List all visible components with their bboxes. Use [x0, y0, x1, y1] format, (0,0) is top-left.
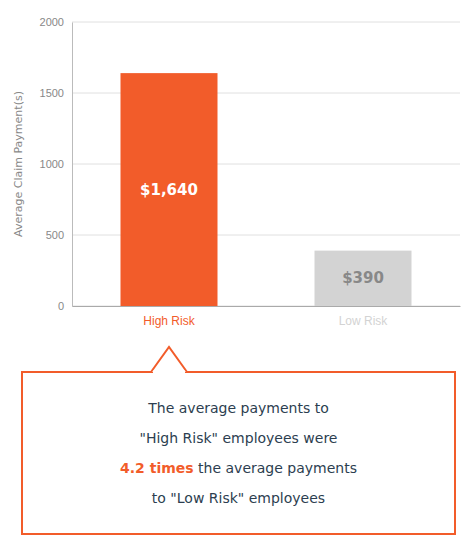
- annotation-line: to "Low Risk" employees: [152, 490, 325, 506]
- data-label: $390: [342, 269, 384, 287]
- annotation: The average payments to "High Risk" emplo…: [22, 347, 455, 534]
- x-axis: High Risk Low Risk: [73, 306, 461, 328]
- y-tick: 1500: [40, 87, 72, 99]
- x-tick: Low Risk: [339, 306, 389, 328]
- chart-container: $1,640 $390 0 500 1000 1500 2000 High Risk Low R…: [0, 0, 476, 547]
- annotation-span: 4.2 times: [120, 460, 194, 476]
- annotation-box: [22, 372, 455, 534]
- y-tick: 0: [58, 300, 72, 312]
- plot-area: $1,640 $390 0 500 1000 1500 2000 High Risk Low R…: [40, 16, 461, 328]
- x-tick-label: Low Risk: [339, 314, 389, 328]
- y-tick: 500: [46, 229, 72, 241]
- annotation-span: the average payments: [194, 460, 357, 476]
- y-tick-label: 1500: [40, 87, 64, 99]
- bar: [315, 251, 412, 306]
- grid: [72, 22, 460, 306]
- y-axis-line: [72, 23, 73, 307]
- data-label: $1,640: [140, 181, 198, 199]
- y-tick-label: 2000: [40, 16, 64, 28]
- y-tick-label: 0: [58, 300, 64, 312]
- data-labels: $1,640 $390: [140, 181, 384, 288]
- y-tick: 2000: [40, 16, 72, 28]
- bar: [121, 73, 218, 306]
- y-tick: 1000: [40, 158, 72, 170]
- x-tick: High Risk: [143, 306, 195, 328]
- annotation-pointer-gap: [153, 371, 185, 374]
- annotation-line: The average payments to: [147, 400, 328, 416]
- annotation-pointer: [151, 347, 187, 372]
- annotation-line: "High Risk" employees were: [140, 430, 338, 446]
- annotation-line: 4.2 times the average payments: [120, 460, 357, 476]
- y-tick-label: 1000: [40, 158, 64, 170]
- bars: [121, 73, 412, 306]
- x-tick-label: High Risk: [143, 314, 195, 328]
- y-axis: 0 500 1000 1500 2000: [40, 16, 73, 312]
- chart-svg: $1,640 $390 0 500 1000 1500 2000 High Risk Low R…: [0, 0, 476, 547]
- grid-line: [72, 22, 460, 23]
- y-axis-title: Average Claim Payment(s): [12, 91, 25, 237]
- y-tick-label: 500: [46, 229, 64, 241]
- x-axis-line: [73, 306, 461, 307]
